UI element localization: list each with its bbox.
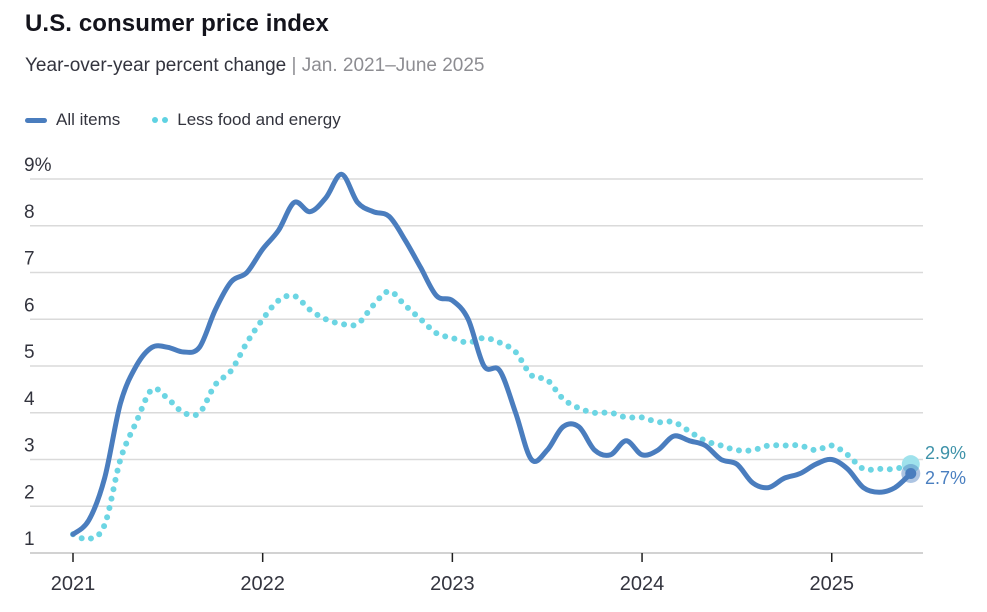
x-axis-label-2022: 2022 (240, 573, 285, 595)
y-axis-label-3: 3 (24, 436, 35, 457)
legend-label-all-items: All items (56, 110, 121, 129)
dotted-line-swatch-icon (152, 117, 169, 123)
y-axis-label-8: 8 (24, 202, 35, 223)
x-axis-label-2025: 2025 (809, 573, 854, 595)
end-label-less-food-energy: 2.9% (925, 443, 967, 463)
x-axis-label-2024: 2024 (620, 573, 665, 595)
x-axis-label-2023: 2023 (430, 573, 475, 595)
legend-label-less-food-energy: Less food and energy (177, 110, 341, 129)
x-axis-label-2021: 2021 (51, 573, 96, 595)
subtitle-measure: Year-over-year percent change (25, 55, 287, 76)
chart-legend: All items Less food and energy (25, 110, 341, 130)
y-axis-label-7: 7 (24, 249, 35, 270)
y-axis-label-2: 2 (24, 482, 35, 503)
line-chart: 1 2 3 4 5 6 7 8 9% 2021 2022 2023 2024 2025 (24, 155, 923, 595)
page-title: U.S. consumer price index (25, 10, 329, 37)
less-food-energy-line (70, 288, 914, 543)
all-items-end-dot (905, 468, 917, 480)
y-axis-label-1: 1 (24, 529, 35, 550)
less-food-energy-end-dot (901, 455, 920, 474)
chart-subtitle: Year-over-year percent change | Jan. 202… (25, 55, 485, 77)
y-axis-label-9: 9% (24, 155, 52, 176)
y-axis-label-4: 4 (24, 389, 35, 410)
all-items-line (70, 171, 914, 537)
y-axis-label-5: 5 (24, 342, 35, 363)
legend-item-all-items: All items (25, 110, 120, 130)
legend-item-less-food-energy: Less food and energy (152, 110, 341, 130)
y-axis-label-6: 6 (24, 295, 35, 316)
end-label-all-items: 2.7% (925, 468, 967, 488)
solid-line-swatch-icon (25, 117, 47, 123)
subtitle-date-range: | Jan. 2021–June 2025 (291, 55, 485, 76)
